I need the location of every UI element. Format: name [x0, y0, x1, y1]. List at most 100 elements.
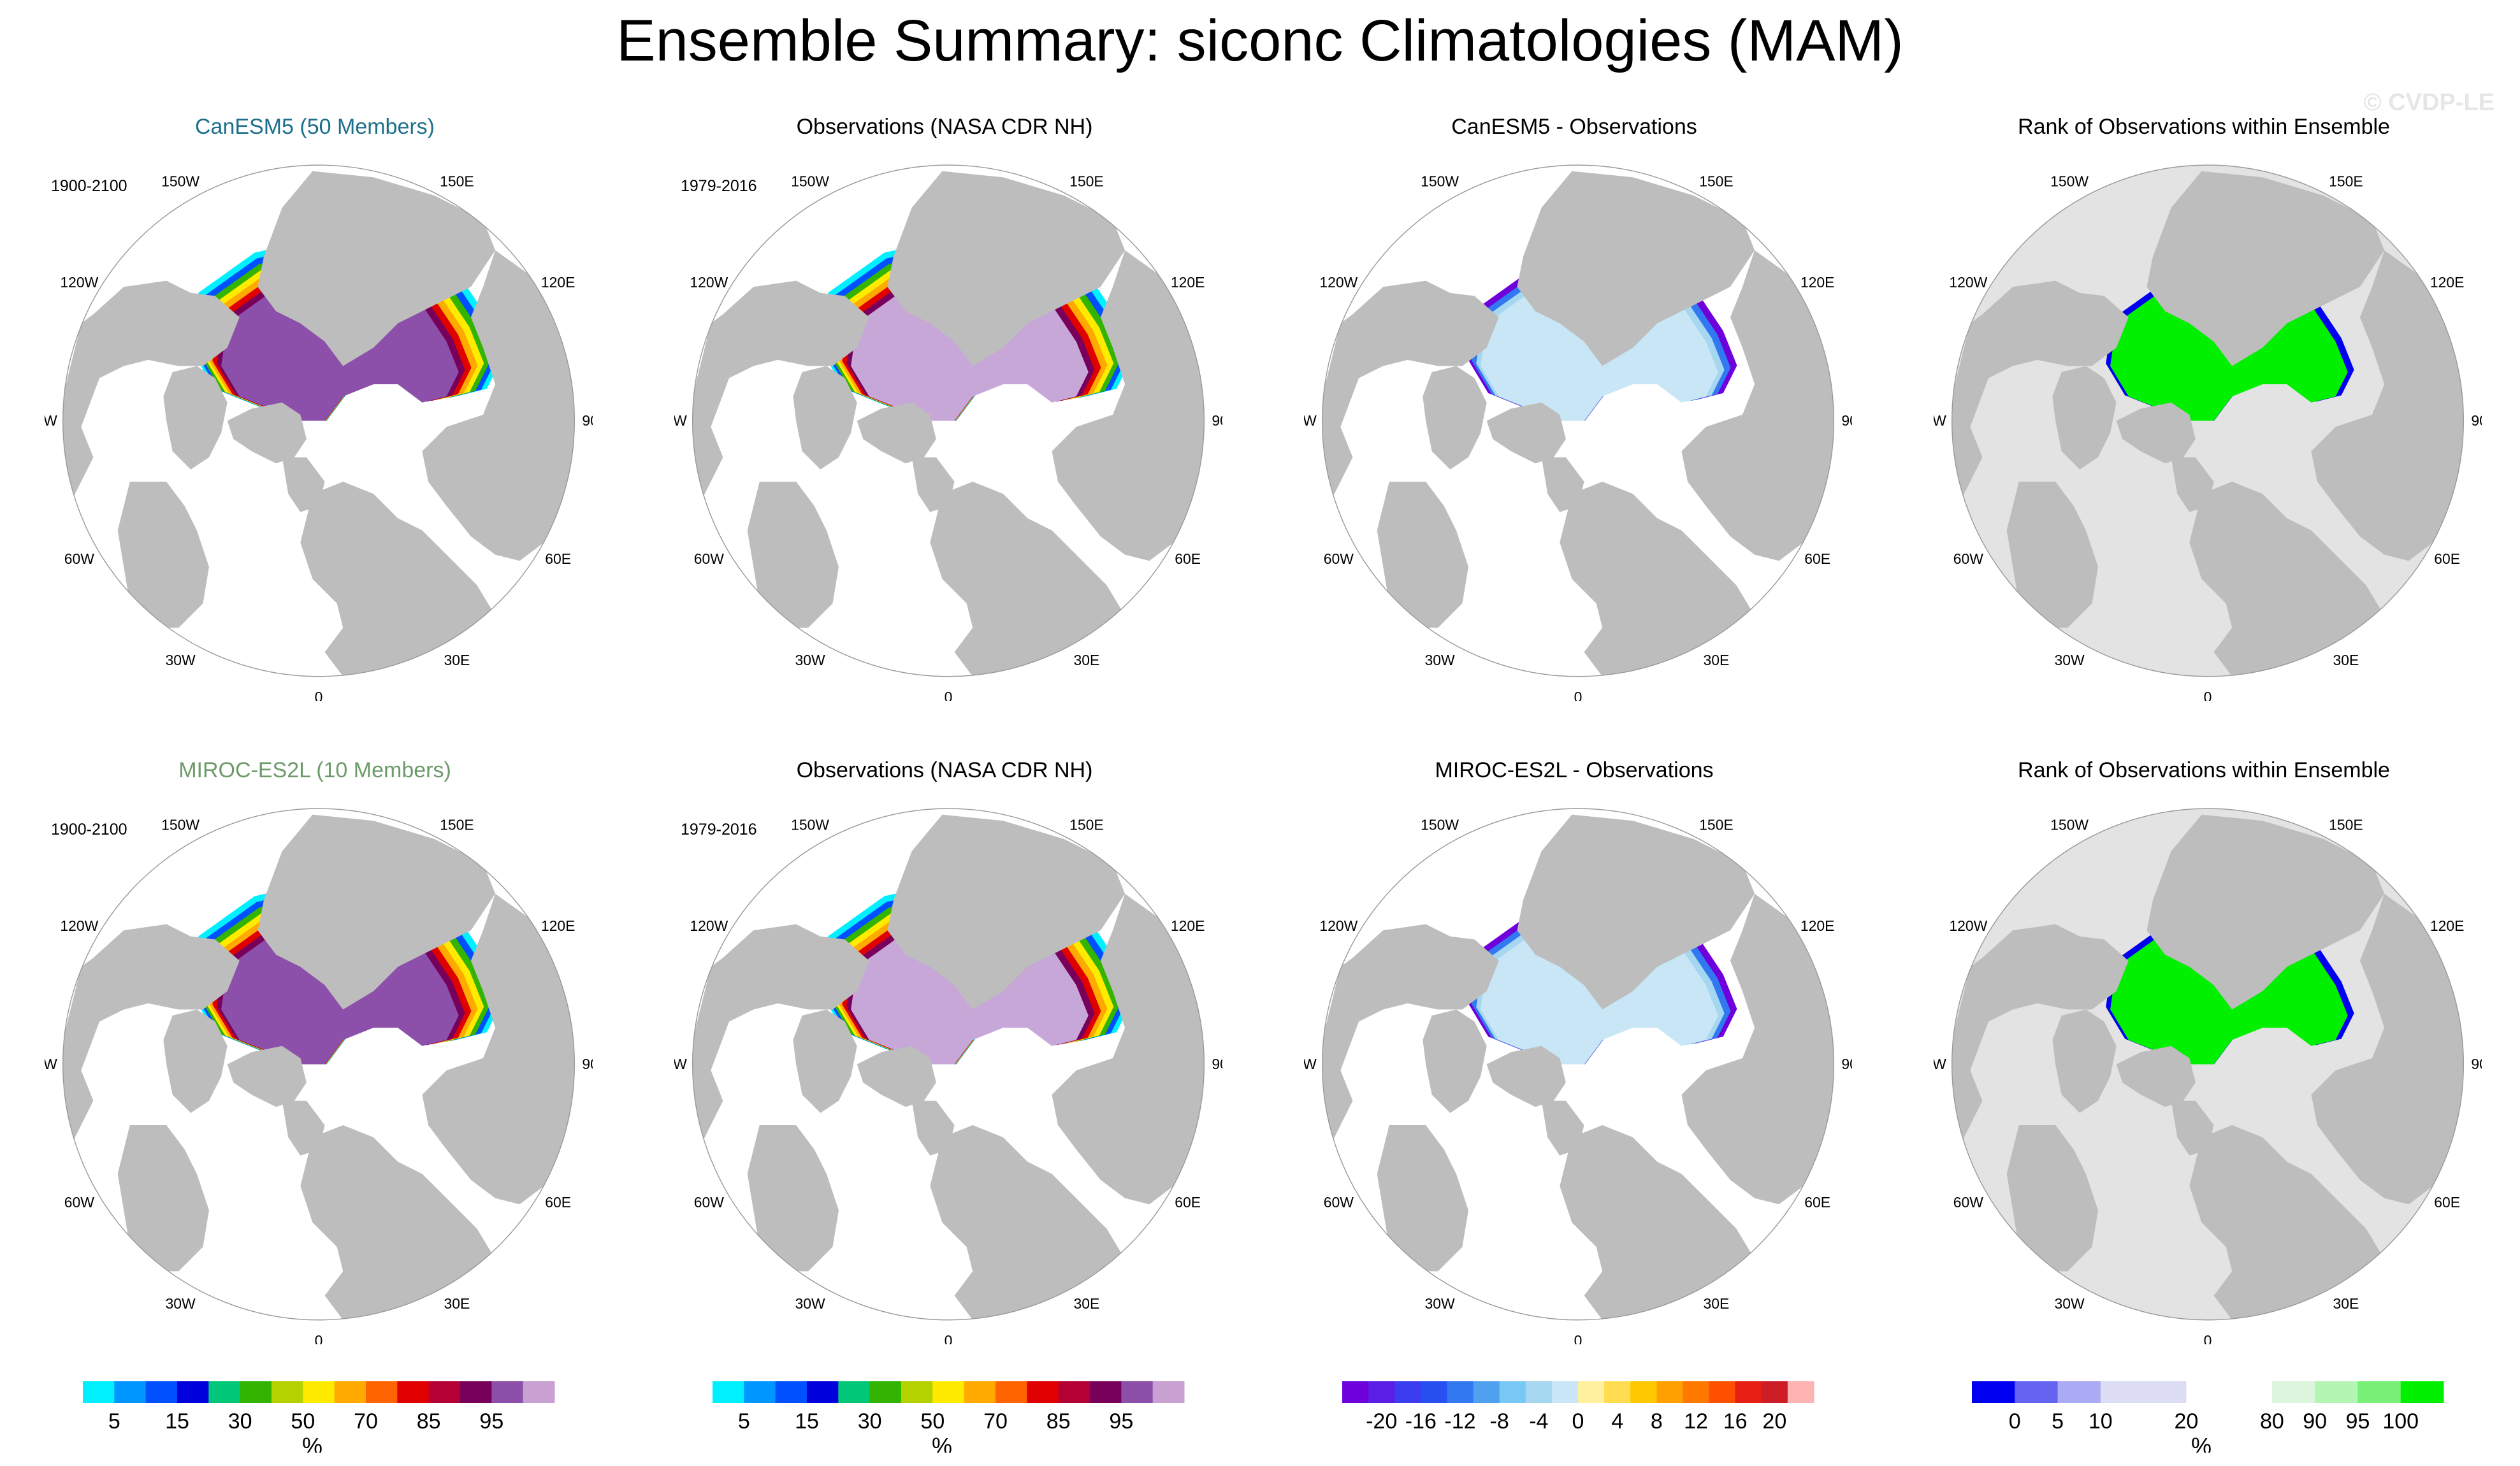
colorbar-tick-label: 80	[2260, 1409, 2284, 1434]
land	[1681, 250, 1834, 561]
colorbar-swatch	[744, 1381, 776, 1403]
colorbar-siconc: 5 15 30 50 70 85 95%	[83, 1381, 555, 1453]
panel-miroc-diff: MIROC-ES2L - Observations 180150E120E90E…	[1259, 758, 1889, 1402]
longitude-label: 0	[945, 1332, 953, 1344]
map-boundary	[62, 164, 576, 677]
land	[2311, 893, 2464, 1205]
land	[117, 482, 209, 628]
colorbar-tick-label: 0	[1572, 1409, 1584, 1434]
colorbar-difference: -20 -16 -12 -8 -4 0 4 8 12 16 20	[1342, 1381, 1814, 1434]
colorbar-swatch	[2400, 1381, 2444, 1403]
land	[1052, 893, 1205, 1205]
colorbar-tick-label: 90	[2303, 1409, 2327, 1434]
map-boundary	[1951, 808, 2465, 1321]
colorbar-tick-label: 20	[2174, 1409, 2198, 1434]
colorbar-tick-label: 95	[2346, 1409, 2370, 1434]
longitude-label: 150W	[161, 173, 199, 189]
colorbar-swatch	[83, 1381, 115, 1403]
longitude-label: 90W	[674, 1056, 687, 1072]
panel-miroc-mean: MIROC-ES2L (10 Members) 1900-2100 180150…	[0, 758, 630, 1402]
map-boundary	[62, 808, 576, 1321]
land	[117, 1125, 209, 1272]
longitude-label: 90E	[1841, 1056, 1852, 1072]
colorbar-swatch	[208, 1381, 241, 1403]
colorbar-swatch	[2315, 1381, 2358, 1403]
longitude-label: 60E	[2434, 1194, 2460, 1211]
longitude-label: 0	[2204, 689, 2212, 701]
colorbar-tick-label: 70	[983, 1409, 1008, 1434]
land	[2189, 482, 2385, 677]
land	[887, 171, 1126, 366]
longitude-label: 150W	[2050, 173, 2089, 189]
longitude-label: 90E	[1212, 1056, 1222, 1072]
longitude-label: 30W	[795, 1295, 825, 1312]
colorbar-tick-label: 0	[2009, 1409, 2021, 1434]
longitude-label: 150W	[2050, 816, 2089, 833]
colorbar-swatch	[2015, 1381, 2059, 1403]
land	[1052, 250, 1205, 561]
colorbar-tick-label: 85	[417, 1409, 441, 1434]
longitude-label: 120E	[541, 274, 576, 291]
longitude-label: 60W	[1324, 550, 1354, 567]
panel-obs-top: Observations (NASA CDR NH) 1979-2016 180…	[630, 115, 1259, 758]
longitude-label: 120W	[1949, 274, 1987, 291]
colorbar-rank: 0 5 10 20 80 90 95 100%	[1972, 1381, 2444, 1453]
longitude-label: 120W	[1949, 917, 1987, 934]
longitude-label: 120W	[690, 917, 728, 934]
colorbar-swatch	[1368, 1381, 1395, 1403]
colorbar-swatch	[932, 1381, 965, 1403]
longitude-label: 120W	[1319, 274, 1358, 291]
land	[1952, 924, 2129, 1150]
land	[2189, 1125, 2385, 1320]
longitude-label: 0	[1574, 1332, 1582, 1344]
polar-map: 180150E120E90E60E30E030W60W90W120W150W	[1934, 808, 2482, 1344]
colorbar-swatch	[145, 1381, 178, 1403]
longitude-label: 0	[945, 689, 953, 701]
longitude-label: 30W	[2055, 652, 2085, 668]
longitude-label: 0	[2204, 1332, 2212, 1344]
land	[2052, 366, 2117, 470]
colorbar-tick-label: 4	[1611, 1409, 1623, 1434]
land	[300, 482, 496, 677]
longitude-label: 120E	[1800, 274, 1835, 291]
land	[1541, 457, 1584, 512]
colorbar-tick-label: 95	[1109, 1409, 1133, 1434]
land	[2147, 814, 2385, 1010]
land	[1423, 366, 1487, 470]
polar-map: 180150E120E90E60E30E030W60W90W120W150W	[1304, 808, 1852, 1344]
longitude-label: 150W	[1421, 173, 1459, 189]
colorbar-tick-label: -12	[1444, 1409, 1475, 1434]
longitude-label: 90W	[45, 1056, 57, 1072]
longitude-label: 90E	[2471, 1056, 2482, 1072]
longitude-label: 90E	[2471, 412, 2482, 429]
longitude-label: 120E	[1171, 274, 1205, 291]
land	[1322, 280, 1499, 507]
panel-title: CanESM5 - Observations	[1451, 115, 1697, 139]
longitude-label: 60E	[1804, 1194, 1830, 1211]
colorbar-swatch	[1972, 1381, 2015, 1403]
land	[257, 171, 496, 366]
land	[1560, 482, 1755, 677]
land	[911, 1100, 955, 1156]
longitude-label: 60E	[545, 1194, 571, 1211]
polar-map: 180150E120E90E60E30E030W60W90W120W150W	[674, 164, 1222, 701]
longitude-label: 0	[315, 689, 323, 701]
longitude-label: 150E	[1069, 816, 1104, 833]
longitude-label: 90E	[582, 1056, 593, 1072]
colorbar-tick-label: -4	[1529, 1409, 1548, 1434]
land	[2116, 1046, 2196, 1107]
longitude-label: 60W	[1953, 550, 1983, 567]
longitude-label: 60W	[64, 550, 94, 567]
land	[2006, 482, 2098, 628]
colorbar-tick-label: 30	[858, 1409, 882, 1434]
land	[422, 893, 575, 1205]
colorbar-swatch	[996, 1381, 1027, 1403]
colorbar-swatch	[775, 1381, 807, 1403]
colorbar-swatch	[807, 1381, 839, 1403]
land	[747, 482, 839, 628]
colorbar-swatch	[838, 1381, 871, 1403]
colorbar-tick-label: 5	[2052, 1409, 2064, 1434]
land	[1560, 1125, 1755, 1320]
longitude-label: 0	[1574, 689, 1582, 701]
map-boundary	[692, 164, 1205, 677]
